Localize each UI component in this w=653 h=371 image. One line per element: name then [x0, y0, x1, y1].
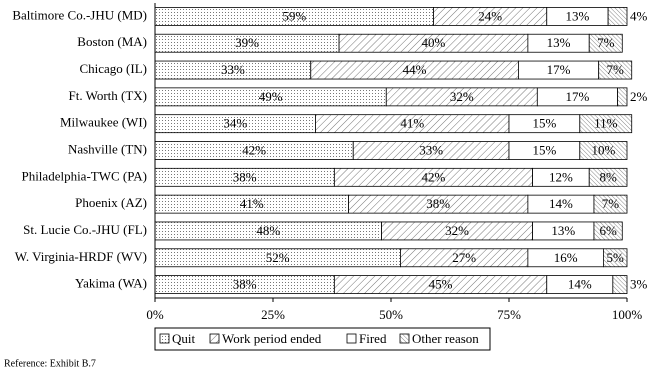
y-tick-label: Ft. Worth (TX) — [68, 88, 147, 103]
data-label: 44% — [403, 62, 427, 77]
bar-segment — [588, 33, 623, 53]
data-label: 14% — [568, 277, 592, 292]
data-label: 5% — [607, 250, 625, 265]
data-label: 32% — [445, 223, 469, 238]
legend-label: Work period ended — [222, 331, 322, 346]
y-tick-label: Boston (MA) — [77, 34, 147, 49]
data-label: 15% — [532, 116, 556, 131]
note: Reference: Exhibit B.7 — [4, 358, 96, 369]
bar-segment — [588, 167, 628, 187]
data-label: 13% — [566, 8, 590, 23]
data-label: 41% — [400, 116, 424, 131]
bar-segment — [593, 221, 623, 241]
bar-segment — [598, 60, 633, 80]
data-label: 59% — [282, 8, 306, 23]
data-label: 16% — [554, 250, 578, 265]
data-label: 27% — [452, 250, 476, 265]
data-label: 24% — [478, 8, 502, 23]
data-label: 45% — [429, 277, 453, 292]
bar-segment — [607, 7, 628, 26]
data-label: 7% — [597, 35, 615, 50]
data-label: 12% — [549, 169, 573, 184]
data-label: 42% — [422, 169, 446, 184]
y-tick-label: Philadelphia-TWC (PA) — [21, 168, 147, 183]
data-label: 7% — [607, 62, 625, 77]
bar-segment — [617, 87, 628, 107]
legend-swatch — [346, 333, 357, 344]
data-label: 4% — [630, 8, 648, 23]
bar-segment — [579, 141, 628, 160]
data-label: 6% — [599, 223, 617, 238]
bar-segment — [593, 194, 628, 214]
x-tick-label: 75% — [497, 307, 521, 322]
data-label: 3% — [630, 277, 648, 292]
data-label: 8% — [599, 169, 617, 184]
legend-swatch — [159, 333, 170, 344]
data-label: 7% — [602, 196, 620, 211]
legend-label: Other reason — [412, 331, 479, 346]
data-label: 40% — [422, 35, 446, 50]
bar-segment — [579, 114, 633, 134]
data-label: 13% — [551, 223, 575, 238]
x-tick-label: 25% — [261, 307, 285, 322]
data-label: 34% — [223, 116, 247, 131]
bar-segment — [603, 248, 628, 268]
data-label: 42% — [242, 142, 266, 157]
data-label: 17% — [566, 89, 590, 104]
y-tick-label: Nashville (TN) — [68, 141, 147, 156]
data-label: 15% — [532, 142, 556, 157]
data-label: 32% — [450, 89, 474, 104]
data-label: 38% — [233, 277, 257, 292]
data-label: 41% — [240, 196, 264, 211]
y-tick-label: St. Lucie Co.-JHU (FL) — [23, 222, 147, 237]
legend-swatch — [399, 333, 410, 344]
legend-swatch — [209, 333, 220, 344]
data-label: 2% — [630, 89, 648, 104]
y-tick-label: Chicago (IL) — [79, 61, 147, 76]
legend-label: Fired — [359, 331, 387, 346]
data-label: 49% — [259, 89, 283, 104]
y-tick-label: Milwaukee (WI) — [60, 115, 147, 130]
data-label: 52% — [266, 250, 290, 265]
x-tick-label: 50% — [379, 307, 403, 322]
legend-box — [154, 327, 491, 351]
data-label: 13% — [547, 35, 571, 50]
data-label: 48% — [256, 223, 280, 238]
bar-segment — [612, 275, 628, 294]
data-label: 14% — [549, 196, 573, 211]
data-label: 10% — [591, 142, 615, 157]
data-label: 33% — [221, 62, 245, 77]
data-label: 38% — [233, 169, 257, 184]
y-tick-label: Baltimore Co.-JHU (MD) — [12, 7, 147, 22]
data-label: 38% — [426, 196, 450, 211]
y-tick-label: Yakima (WA) — [75, 276, 147, 291]
x-tick-label: 100% — [612, 307, 643, 322]
legend-label: Quit — [172, 331, 196, 346]
data-label: 39% — [235, 35, 259, 50]
data-label: 33% — [419, 142, 443, 157]
data-label: 11% — [594, 116, 618, 131]
x-tick-label: 0% — [146, 307, 164, 322]
y-tick-label: W. Virginia-HRDF (WV) — [15, 249, 147, 264]
y-tick-label: Phoenix (AZ) — [75, 195, 147, 210]
data-label: 17% — [547, 62, 571, 77]
